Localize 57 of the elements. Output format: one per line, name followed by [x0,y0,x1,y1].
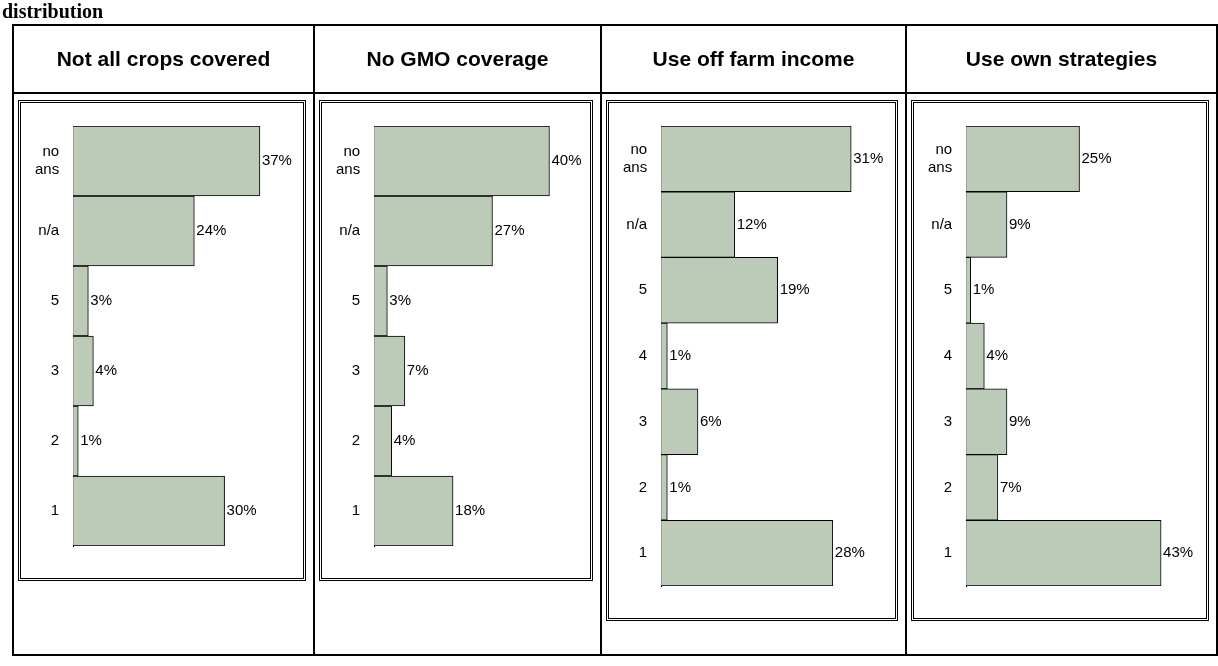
data-label: 4% [986,346,1009,364]
y-tick-label: 1 [351,501,361,519]
y-tick-label: n/a [626,214,648,232]
data-label: 40% [551,151,582,169]
y-tick-label: 5 [50,291,60,309]
y-tick-label: 2 [638,477,648,495]
chart-title: Use off farm income [601,25,906,93]
y-tick-label: 5 [943,280,953,298]
data-label: 4% [393,431,416,449]
text: distribution [2,0,104,23]
y-tick-label: n/a [38,221,60,239]
data-label: 12% [736,214,767,232]
y-tick-label: 5 [638,280,648,298]
y-tick-label: no ans [623,140,648,175]
data-label: 19% [779,280,810,298]
y-tick-label: 4 [943,346,953,364]
chart-title: Use own strategies [906,25,1217,93]
data-label: 4% [95,361,118,379]
data-label: 24% [196,221,227,239]
data-label: 1% [669,346,691,364]
data-label: 7% [406,361,429,379]
data-label: 3% [389,291,412,309]
chart-title: No GMO coverage [314,25,601,93]
data-label: 9% [1008,411,1031,429]
data-label: 7% [999,477,1022,495]
y-tick-label: 4 [638,346,648,364]
y-tick-label: no ans [35,142,60,178]
y-tick-label: 3 [638,411,648,429]
y-tick-label: no ans [336,142,361,178]
y-tick-label: 2 [50,431,60,449]
data-label: 27% [494,221,525,239]
chart-title: Not all crops covered [13,25,314,93]
data-label: 30% [226,501,257,519]
y-tick-label: 1 [50,501,60,519]
y-tick-label: 3 [943,411,953,429]
y-tick-label: 2 [351,431,361,449]
y-tick-label: 5 [351,291,361,309]
y-tick-label: no ans [928,140,953,175]
y-tick-label: 2 [943,477,953,495]
data-label: 6% [699,411,722,429]
data-label: 43% [1163,543,1194,561]
y-tick-label: n/a [339,221,361,239]
data-label: 3% [90,291,113,309]
data-label: 18% [455,501,486,519]
data-label: 25% [1081,149,1112,166]
data-label: 37% [261,151,292,169]
y-tick-label: 1 [638,543,648,561]
y-tick-label: 1 [943,543,953,561]
data-label: 31% [853,149,884,166]
y-tick-label: n/a [931,214,953,232]
data-label: 28% [834,543,865,561]
y-tick-label: 3 [351,361,361,379]
data-label: 1% [669,477,691,495]
data-label: 1% [972,280,995,298]
y-tick-label: 3 [50,361,60,379]
data-label: 1% [80,431,102,449]
data-label: 9% [1008,214,1031,232]
